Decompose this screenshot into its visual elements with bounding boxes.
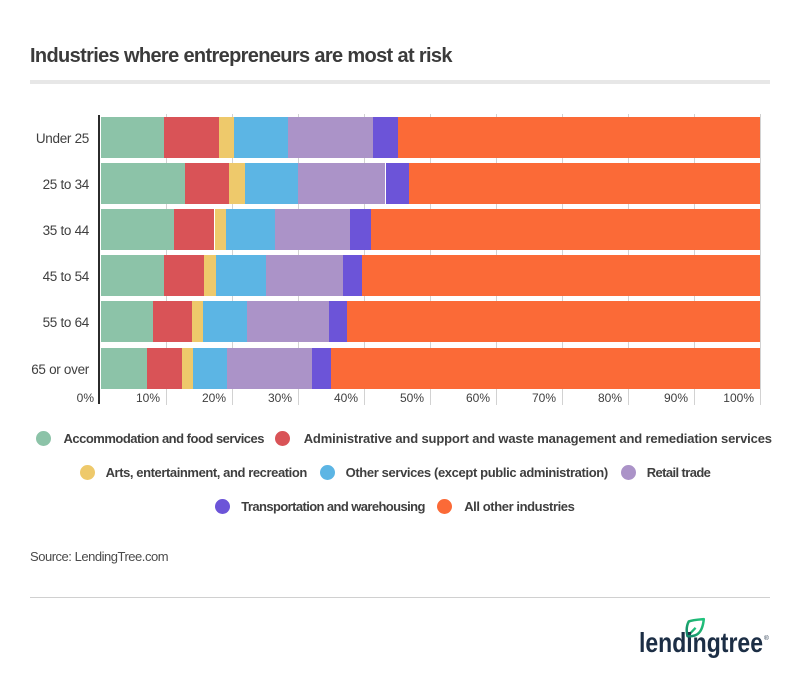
svg-text:lendingtree: lendingtree — [639, 627, 763, 658]
svg-text:®: ® — [764, 634, 769, 642]
